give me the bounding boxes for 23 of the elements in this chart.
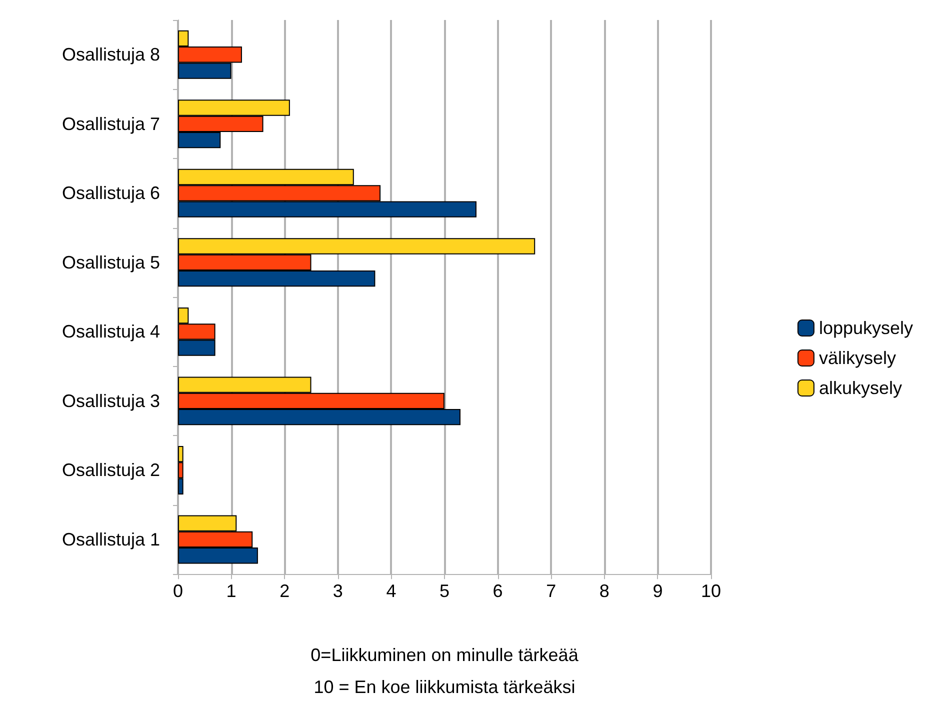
- y-tick-label: Osallistuja 7: [62, 114, 160, 134]
- legend-label: välikysely: [818, 348, 896, 368]
- x-tick-label: 8: [599, 581, 610, 602]
- x-tick-label: 4: [386, 581, 396, 602]
- x-tick-label: 2: [280, 581, 290, 602]
- x-axis-title: 0=Liikkuminen on minulle tärkeää 10 = En koe liikkumista tärkeäksi: [310, 645, 580, 697]
- y-tick-label: Osallistuja 8: [62, 44, 160, 65]
- x-tick-label: 5: [439, 581, 450, 602]
- y-tick-label: Osallistuja 3: [62, 390, 160, 411]
- x-tick-label: 9: [652, 581, 663, 602]
- x-tick-label: 10: [700, 581, 722, 602]
- y-tick-label: Osallistuja 4: [62, 322, 160, 342]
- legend-label: alkukysely: [818, 378, 902, 398]
- y-tick-label: Osallistuja 6: [62, 183, 160, 204]
- x-tick-label: 1: [226, 581, 236, 602]
- legend-label: loppukysely: [818, 318, 914, 338]
- y-tick-label: Osallistuja 2: [62, 460, 160, 480]
- x-tick-label: 6: [492, 581, 503, 602]
- y-tick-label: Osallistuja 5: [62, 252, 160, 272]
- x-tick-label: 7: [546, 581, 556, 602]
- y-tick-label: Osallistuja 1: [62, 529, 160, 550]
- x-tick-label: 3: [332, 581, 343, 602]
- x-tick-label: 0: [172, 581, 184, 602]
